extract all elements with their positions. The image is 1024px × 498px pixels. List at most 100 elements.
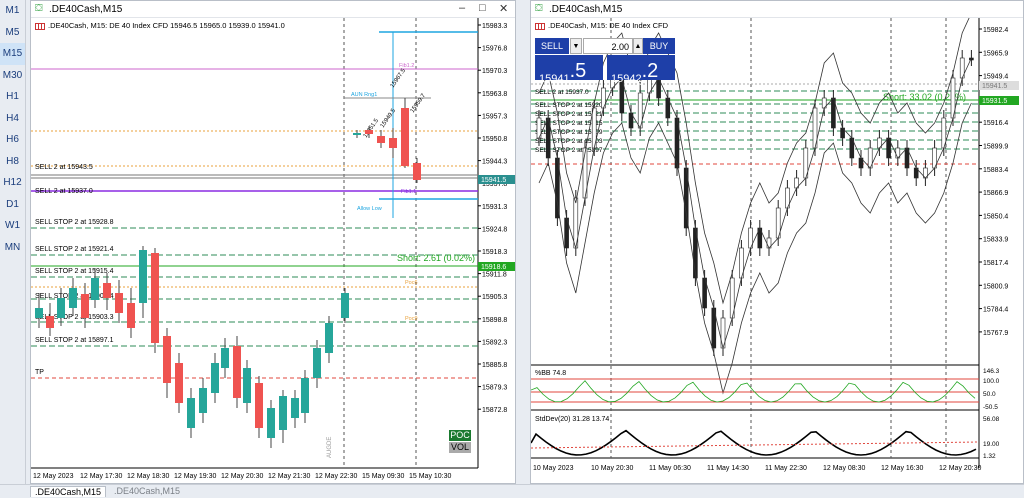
order-label: SELL STOP 2 at 15897: [535, 147, 603, 154]
poc-button[interactable]: POC: [449, 430, 471, 441]
timeframe-m1[interactable]: M1: [5, 5, 20, 16]
price-tick-label: 15963.8: [482, 91, 507, 98]
price-tick-label: 15911.8: [482, 272, 507, 279]
order-label: SELL STOP 2 at 15909: [535, 129, 603, 136]
price-tick-label: 15924.8: [482, 226, 507, 233]
price-tick-label: 15892.3: [482, 339, 507, 346]
candle-body: [413, 163, 421, 180]
timeframe-d1[interactable]: D1: [6, 198, 19, 210]
timeframe-h4[interactable]: H4: [6, 112, 19, 124]
candle-body: [233, 346, 241, 398]
price-tick-label: 15944.3: [482, 159, 507, 166]
trade-diagonal-label: 15959.7: [410, 92, 428, 114]
price-tick-label: 15983.3: [482, 23, 507, 30]
timeframe-h12[interactable]: H12: [3, 177, 22, 188]
bb-scale-label: 100.0: [983, 378, 1000, 385]
bb-scale-label: -50.5: [983, 404, 998, 411]
chart-tab-bar: .DE40Cash,M15 .DE40Cash,M15: [0, 484, 1024, 497]
time-tick-label: 12 May 22:30: [315, 473, 358, 480]
tab-chart-2[interactable]: .DE40Cash,M15: [114, 486, 181, 496]
price-tick-label: 15767.9: [983, 330, 1008, 337]
left-price-chart[interactable]: 15983.3 15976.8 15970.3 15963.8 15957.3 15950…: [31, 18, 515, 483]
time-tick-label: 10 May 20:30: [591, 465, 634, 472]
time-tick-label: 11 May 22:30: [765, 465, 807, 472]
candle-body: [115, 293, 123, 313]
timeframe-m30[interactable]: M30: [2, 69, 23, 81]
timeframe-w1[interactable]: W1: [5, 220, 20, 231]
lot-up-icon[interactable]: ▲: [633, 38, 643, 54]
buy-button[interactable]: BUY: [643, 38, 675, 54]
price-tick-label: 15931.3: [482, 204, 507, 211]
time-tick-label: 12 May 16:30: [881, 465, 924, 472]
candle-body: [341, 293, 349, 318]
price-tick-label: 15950.8: [482, 136, 507, 143]
timeframe-m15[interactable]: M15: [0, 43, 25, 65]
lot-down-icon[interactable]: ▼: [570, 38, 582, 54]
candle-body: [267, 408, 275, 438]
price-tick-label: 15850.4: [983, 213, 1008, 220]
vol-button[interactable]: VOL: [449, 442, 471, 453]
buy-price-display[interactable]: 15942.2: [607, 55, 675, 85]
candle-body: [279, 396, 287, 430]
timeframe-mn[interactable]: MN: [4, 241, 21, 253]
candle-body: [127, 303, 135, 328]
fib-level-label: Allow Low: [357, 206, 382, 212]
price-tick-label: 15965.9: [983, 50, 1008, 57]
candle-body: [151, 253, 159, 343]
candle-body: [313, 348, 321, 378]
bollinger-lower: [538, 102, 972, 395]
tab-chart-1[interactable]: .DE40Cash,M15: [30, 486, 107, 497]
fib-level-label: Poc9: [405, 316, 418, 322]
price-tick-label: 15982.4: [983, 27, 1008, 34]
stddev-scale-label: 56.08: [983, 416, 1000, 423]
trade-diagonal-label: 15967.5: [390, 67, 408, 89]
price-tick-label: 15872.8: [482, 407, 507, 414]
candle-body: [187, 398, 195, 428]
timeframe-h6[interactable]: H6: [6, 134, 19, 145]
sell-price-big: 15941: [539, 73, 570, 85]
current-price-tag: [979, 96, 1019, 105]
right-title-bar: ⛋ .DE40Cash,M15: [531, 1, 1023, 18]
candle-body: [243, 368, 251, 403]
bb-pane-label: %BB 74.8: [535, 370, 566, 377]
timeframe-m5[interactable]: M5: [5, 26, 20, 38]
candle-body: [199, 388, 207, 413]
current-price-text: 15941.5: [481, 177, 506, 184]
timeframe-h1[interactable]: H1: [6, 91, 19, 102]
sell-button[interactable]: SELL: [535, 38, 569, 54]
order-label: SELL STOP 2 at 15903: [535, 138, 603, 145]
price-tick-label: 15949.4: [983, 74, 1008, 81]
fib-level-label: Fib1.1: [401, 189, 416, 195]
time-tick-label: 12 May 21:30: [268, 473, 311, 480]
time-tick-label: 11 May 14:30: [707, 465, 749, 472]
minimize-icon[interactable]: –: [459, 2, 466, 14]
fib-level-label: AUN Rng1: [351, 92, 377, 98]
chart-app-icon: ⛋: [535, 3, 543, 14]
pale-price-tag: [979, 81, 1019, 90]
left-title-bar: ⛋ .DE40Cash,M15 – □ ✕: [31, 1, 515, 18]
timeframe-h8[interactable]: H8: [6, 155, 19, 167]
order-label: SELL STOP 2 at 15921: [535, 111, 603, 118]
sell-price-display[interactable]: 15941.5: [535, 55, 603, 85]
right-price-chart[interactable]: 15982.415965.915949.415932.915916.415899…: [531, 18, 1023, 483]
price-tick-label: 15885.8: [482, 362, 507, 369]
fib-level-label: Fib1.2: [399, 63, 414, 69]
candle-body: [175, 363, 183, 403]
time-tick-label: 12 May 20:30: [221, 473, 264, 480]
close-icon[interactable]: ✕: [499, 3, 509, 15]
candle-body: [353, 133, 361, 135]
price-tick-label: 15899.9: [983, 144, 1008, 151]
candle-body: [46, 316, 54, 328]
price-tick-label: 15976.8: [482, 46, 507, 53]
current-price-text: 15931.5: [982, 98, 1007, 105]
current-price-tag: [478, 175, 515, 184]
trade-diagonal-label: 15949.5: [380, 107, 398, 129]
fib-level-label: Poc6: [405, 280, 418, 286]
stddev-scale-label: 1.32: [983, 453, 996, 460]
stddev-pane-label: StdDev(20) 31.28 13.74: [535, 416, 609, 423]
left-chart-window: ⛋ .DE40Cash,M15 – □ ✕ 15983.3 15976.8 1597…: [30, 0, 516, 484]
price-tick-label: 15866.9: [983, 190, 1008, 197]
lot-input[interactable]: 2.00: [583, 38, 633, 54]
maximize-icon[interactable]: □: [479, 2, 486, 14]
right-chart-window: ⛋ .DE40Cash,M15 15982.4 15965.9 15949.4 159…: [530, 0, 1024, 484]
